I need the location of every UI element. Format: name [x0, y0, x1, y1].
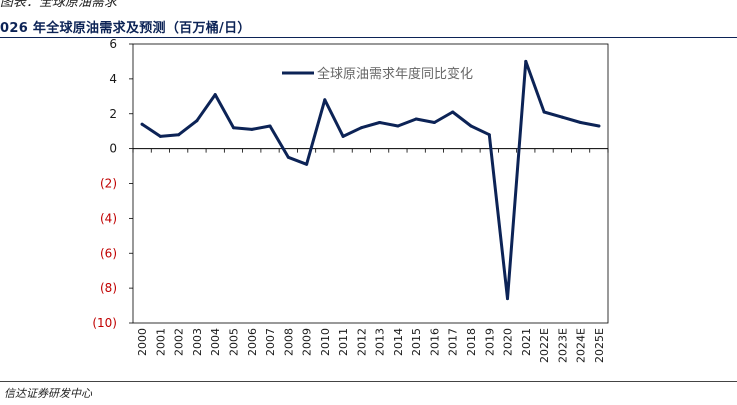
x-tick-label: 2010	[319, 328, 332, 356]
data-point-2017	[451, 110, 455, 114]
x-tick-label: 2022E	[538, 328, 551, 363]
x-tick-label: 2000	[136, 328, 149, 356]
x-tick-label: 2008	[282, 328, 295, 356]
x-tick-label: 2009	[301, 328, 314, 356]
x-tick-label: 2024E	[575, 328, 588, 363]
y-axis-ticks: 6 4 2 0 (2) (4) (6) (8) (10)	[92, 37, 133, 330]
x-tick-label: 2014	[392, 328, 405, 356]
data-point-2015	[414, 117, 418, 121]
x-tick-label: 2004	[209, 328, 222, 356]
footer-divider	[0, 381, 737, 382]
y-tick-label: (2)	[100, 177, 117, 191]
x-tick-label: 2025E	[593, 328, 606, 363]
y-tick-label: (8)	[100, 281, 117, 295]
source-note: 信达证券研发中心	[4, 387, 92, 400]
x-tick-label: 2003	[191, 328, 204, 356]
data-point-2018	[469, 124, 473, 128]
data-point-2010	[323, 98, 327, 102]
x-tick-label: 2018	[465, 328, 478, 356]
data-point-2014	[396, 124, 400, 128]
y-tick-label: (4)	[100, 211, 117, 225]
x-tick-label: 2017	[447, 328, 460, 356]
data-point-2000	[140, 122, 144, 126]
y-tick-label: (10)	[92, 316, 117, 330]
x-tick-label: 2006	[246, 328, 259, 356]
legend-label: 全球原油需求年度同比变化	[317, 66, 473, 82]
data-point-2013	[378, 121, 382, 124]
data-point-2021	[524, 59, 528, 63]
plot-area-frame	[132, 43, 609, 324]
data-point-2002	[177, 133, 181, 137]
x-tick-label: 2001	[154, 328, 167, 356]
data-point-2008	[286, 155, 290, 159]
data-point-2003	[195, 119, 199, 123]
x-tick-label: 2021	[520, 328, 533, 356]
y-tick-label: 6	[109, 37, 117, 51]
data-point-2023E	[560, 115, 564, 119]
data-point-2016	[432, 121, 436, 124]
x-tick-label: 2020	[502, 328, 515, 356]
data-point-2007	[268, 124, 272, 128]
data-point-2009	[305, 162, 309, 166]
data-point-2005	[232, 126, 235, 130]
data-point-2001	[158, 134, 162, 138]
series-line	[140, 59, 601, 301]
legend: 全球原油需求年度同比变化	[282, 66, 473, 82]
data-point-2025E	[597, 124, 601, 128]
x-tick-label: 2012	[355, 328, 368, 356]
y-tick-label: 0	[109, 142, 117, 156]
data-point-2004	[213, 93, 217, 97]
y-tick-label: 2	[109, 107, 117, 121]
title-divider	[0, 37, 737, 38]
data-point-2012	[359, 126, 363, 130]
x-tick-label: 2023E	[556, 328, 569, 363]
top-cut-caption: 图表：全球原油需求	[0, 0, 118, 10]
x-tick-label: 2015	[410, 328, 423, 356]
x-tick-label: 2002	[173, 328, 186, 356]
x-axis-ticks: 2000 2001 2002 2003 2004 2005 2006 2007 2008 2009…	[132, 148, 609, 363]
x-tick-label: 2013	[374, 328, 387, 356]
data-point-2006	[250, 127, 254, 131]
series-points	[140, 59, 601, 301]
data-point-2022E	[542, 110, 546, 114]
data-point-2020	[506, 297, 509, 301]
x-tick-label: 2011	[337, 328, 350, 356]
y-tick-label: (6)	[100, 246, 117, 260]
x-tick-label: 2016	[428, 328, 441, 356]
data-point-2019	[487, 133, 491, 137]
x-tick-label: 2007	[264, 328, 277, 356]
x-tick-label: 2005	[227, 328, 240, 356]
data-point-2024E	[579, 121, 583, 124]
chart-title: 026 年全球原油需求及预测（百万桶/日）	[0, 21, 251, 36]
y-tick-label: 4	[109, 72, 117, 86]
x-tick-label: 2019	[483, 328, 496, 356]
data-point-2011	[341, 134, 345, 138]
